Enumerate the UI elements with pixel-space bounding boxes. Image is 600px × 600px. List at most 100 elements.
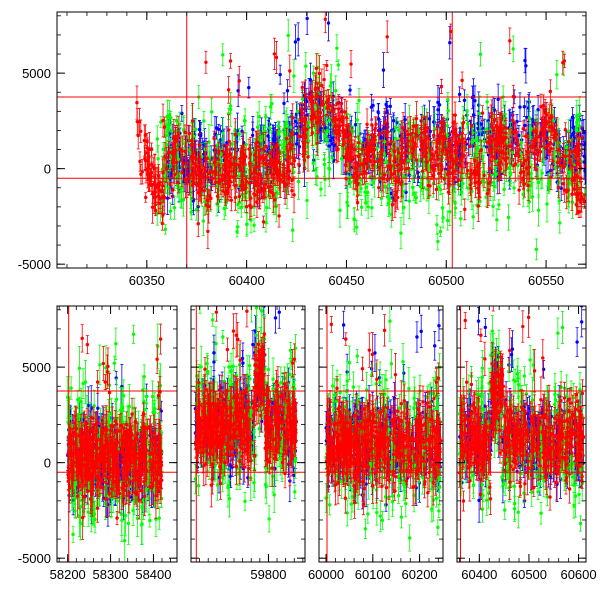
top-series-2-point bbox=[459, 147, 463, 174]
top-series-1-point bbox=[557, 191, 561, 211]
top-series-2-point bbox=[540, 116, 544, 142]
top-series-0-point bbox=[457, 86, 462, 103]
top-series-2-point bbox=[577, 146, 581, 183]
bottom-series-0-point bbox=[402, 363, 406, 383]
top-series-2-point bbox=[187, 124, 192, 143]
top-series-2-point bbox=[440, 139, 445, 162]
top-series-1-point bbox=[411, 178, 415, 196]
bottom-series-2-point bbox=[214, 306, 219, 322]
top-series-2-point bbox=[183, 124, 187, 141]
top-series-2-point bbox=[277, 204, 281, 228]
top-series-2-point bbox=[156, 174, 160, 194]
top-series-1-point bbox=[478, 42, 483, 67]
bottom-series-1-point bbox=[250, 306, 254, 323]
top-series-0-point bbox=[282, 92, 286, 115]
top-series-2-point bbox=[479, 139, 483, 161]
top-series-2-point bbox=[243, 148, 248, 165]
x-tick-label: 58300 bbox=[92, 567, 128, 582]
top-series-2-point bbox=[499, 117, 503, 148]
top-series-2-point bbox=[306, 142, 310, 172]
top-series-1-point bbox=[512, 182, 516, 195]
top-series-1-point bbox=[268, 94, 273, 120]
top-series-0-point bbox=[371, 99, 375, 112]
top-series-2-point bbox=[300, 81, 305, 94]
top-series-2-point bbox=[253, 165, 257, 178]
top-series-2-point bbox=[364, 164, 369, 183]
top-series-1-point bbox=[399, 217, 403, 250]
top-series-0-point bbox=[522, 96, 527, 117]
bottom-series-1-point bbox=[243, 491, 247, 511]
top-series-2-point bbox=[320, 96, 324, 107]
top-series-1-point bbox=[438, 226, 443, 237]
top-series-2-point bbox=[490, 99, 494, 127]
top-series-2-point bbox=[181, 153, 185, 175]
top-series-2-point bbox=[516, 146, 520, 161]
top-series-1-point bbox=[465, 94, 469, 129]
top-series-2-point bbox=[455, 141, 459, 175]
top-series-0-point bbox=[381, 52, 386, 88]
top-series-2-point bbox=[567, 149, 571, 164]
top-series-2-point bbox=[503, 135, 508, 172]
top-series-2-point bbox=[273, 192, 277, 208]
top-series-2-point bbox=[228, 142, 233, 167]
top-series-2-point bbox=[253, 149, 257, 161]
top-series-2-point bbox=[572, 171, 577, 189]
top-series-1-point bbox=[536, 194, 541, 227]
top-series-2-point bbox=[430, 152, 434, 180]
top-series-2-point bbox=[244, 182, 248, 195]
top-series-2-point bbox=[338, 102, 342, 137]
top-series-2-point bbox=[495, 135, 500, 155]
top-series-2-point bbox=[363, 142, 367, 179]
top-series-1-point bbox=[194, 198, 198, 221]
top-series-2-point bbox=[237, 190, 242, 203]
bottom-series-2-point bbox=[245, 306, 249, 328]
top-series-1-point bbox=[446, 92, 450, 108]
top-series-1-point bbox=[222, 197, 226, 220]
top-series-2-point bbox=[226, 76, 231, 104]
top-series-2-point bbox=[302, 150, 307, 170]
top-series-1-point bbox=[314, 154, 318, 186]
top-series-0-point bbox=[217, 123, 221, 135]
top-series-2-point bbox=[373, 130, 377, 143]
top-series-2-point bbox=[379, 152, 384, 166]
top-series-2-point bbox=[487, 139, 492, 161]
bottom-series-1-point bbox=[349, 488, 353, 520]
top-series-2-point bbox=[410, 138, 415, 169]
top-series-2-point bbox=[208, 163, 212, 184]
top-series-2-point bbox=[358, 153, 363, 176]
top-series-2-point bbox=[533, 149, 537, 168]
top-series-2-point bbox=[507, 128, 511, 164]
bottom-series-1-point bbox=[98, 344, 102, 385]
top-series-1-point bbox=[348, 176, 353, 188]
top-series-2-point bbox=[377, 154, 382, 182]
top-series-2-point bbox=[480, 105, 485, 121]
bottom-series-0-point bbox=[437, 310, 441, 342]
top-series-2-point bbox=[247, 138, 251, 160]
top-series-1-point bbox=[323, 162, 327, 197]
bottom-series-0-point bbox=[273, 306, 278, 334]
top-series-2-point bbox=[388, 148, 392, 171]
top-series-1-point bbox=[445, 210, 450, 231]
top-series-2-point bbox=[414, 101, 419, 136]
top-series-1-point bbox=[319, 181, 323, 197]
top-series-1-point bbox=[305, 182, 309, 219]
top-series-2-point bbox=[315, 83, 319, 106]
bottom-series-1-point bbox=[135, 499, 140, 537]
top-series-2-point bbox=[574, 149, 578, 163]
top-series-2-point bbox=[352, 139, 356, 159]
top-series-2-point bbox=[497, 112, 502, 142]
top-series-0-point bbox=[180, 105, 184, 122]
top-series-2-point bbox=[303, 121, 307, 150]
top-series-1-point bbox=[396, 120, 401, 140]
top-series-2-point bbox=[424, 143, 428, 172]
top-series-1-point bbox=[475, 136, 480, 158]
top-series-0-point bbox=[369, 93, 374, 121]
top-series-1-point bbox=[492, 171, 497, 201]
top-series-1-point bbox=[453, 202, 458, 214]
top-series-1-point bbox=[172, 195, 177, 220]
top-series-1-point bbox=[289, 114, 293, 141]
top-series-2-point bbox=[311, 108, 315, 120]
top-series-1-point bbox=[357, 88, 361, 113]
top-series-2-point bbox=[428, 176, 432, 196]
bottom-series-1-point bbox=[247, 355, 252, 376]
